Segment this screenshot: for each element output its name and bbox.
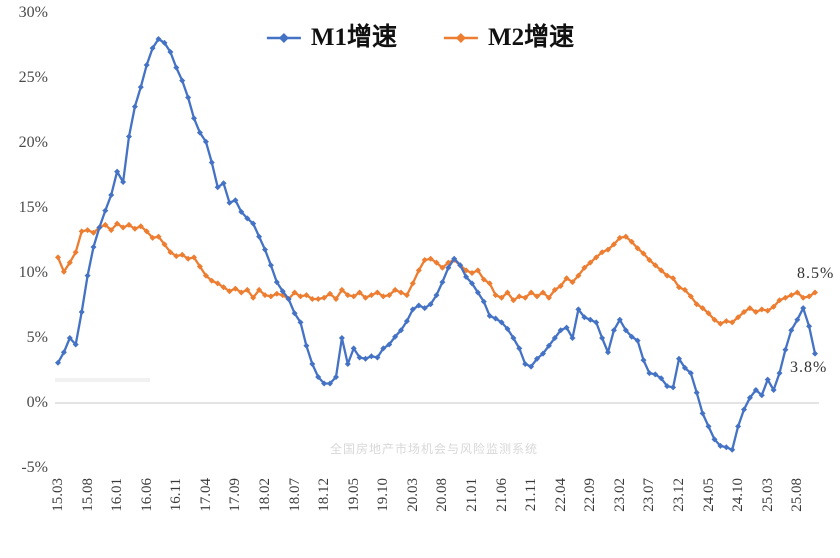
- x-axis-label: 24.10: [730, 478, 747, 512]
- watermark-artifact: [55, 378, 150, 382]
- x-axis-label: 18.07: [286, 478, 303, 512]
- m2-series-markers: [55, 220, 818, 327]
- x-axis-label: 20.03: [404, 478, 421, 512]
- m1-series-line: [56, 37, 817, 451]
- m1-legend-marker-icon: [266, 32, 301, 43]
- y-axis-label: 20%: [18, 134, 48, 151]
- y-axis-label: 15%: [18, 199, 48, 216]
- x-axis-label: 15.08: [79, 478, 96, 512]
- x-axis-label: 17.04: [197, 478, 214, 512]
- x-axis-label: 19.05: [345, 478, 362, 512]
- y-axis-label: -5%: [21, 459, 48, 476]
- y-axis-label: 0%: [26, 394, 48, 411]
- legend: M1增速 M2增速: [266, 25, 574, 50]
- x-axis-label: 21.01: [464, 478, 480, 512]
- x-axis-label: 25.08: [789, 478, 806, 512]
- m1-legend-label: M1增速: [310, 24, 397, 51]
- x-axis-label: 22.09: [582, 478, 599, 512]
- x-axis-label: 24.05: [700, 478, 717, 512]
- y-axis-label: 10%: [18, 264, 48, 281]
- m1-end-value-label: 3.8%: [790, 359, 828, 376]
- x-axis-label: 21.06: [493, 478, 510, 512]
- m2-legend-marker-icon: [444, 32, 478, 43]
- x-axis-label: 15.03: [50, 478, 66, 512]
- m2-legend-label: M2增速: [488, 24, 575, 51]
- legend-item-m1: M1增速: [266, 25, 397, 50]
- watermark-text: 全国房地产市场机会与风险监测系统: [329, 442, 538, 456]
- x-axis-label: 16.11: [168, 478, 185, 512]
- x-axis-label: 23.07: [641, 478, 658, 512]
- m2-end-value-label: 8.5%: [797, 265, 835, 282]
- x-axis-label: 22.04: [552, 478, 569, 512]
- x-axis-label: 23.02: [611, 478, 628, 512]
- x-axis-label: 16.01: [109, 478, 126, 512]
- x-axis-label: 16.06: [138, 478, 155, 512]
- x-axis-label: 21.11: [523, 478, 540, 512]
- y-axis-label: 25%: [18, 69, 48, 86]
- x-axis-label: 18.02: [257, 478, 273, 512]
- x-axis-label: 19.10: [375, 478, 392, 512]
- x-axis-label: 23.12: [671, 478, 687, 512]
- legend-item-m2: M2增速: [443, 25, 574, 50]
- x-axis-label: 25.03: [759, 478, 776, 512]
- x-axis-label: 17.09: [227, 478, 244, 512]
- censor-overlay: [642, 520, 840, 558]
- x-axis-label: 18.12: [316, 478, 333, 512]
- m1-series-markers: [55, 36, 818, 453]
- x-axis-label: 20.08: [434, 478, 451, 512]
- y-axis-label: 30%: [18, 4, 48, 21]
- y-axis-label: 5%: [26, 329, 48, 346]
